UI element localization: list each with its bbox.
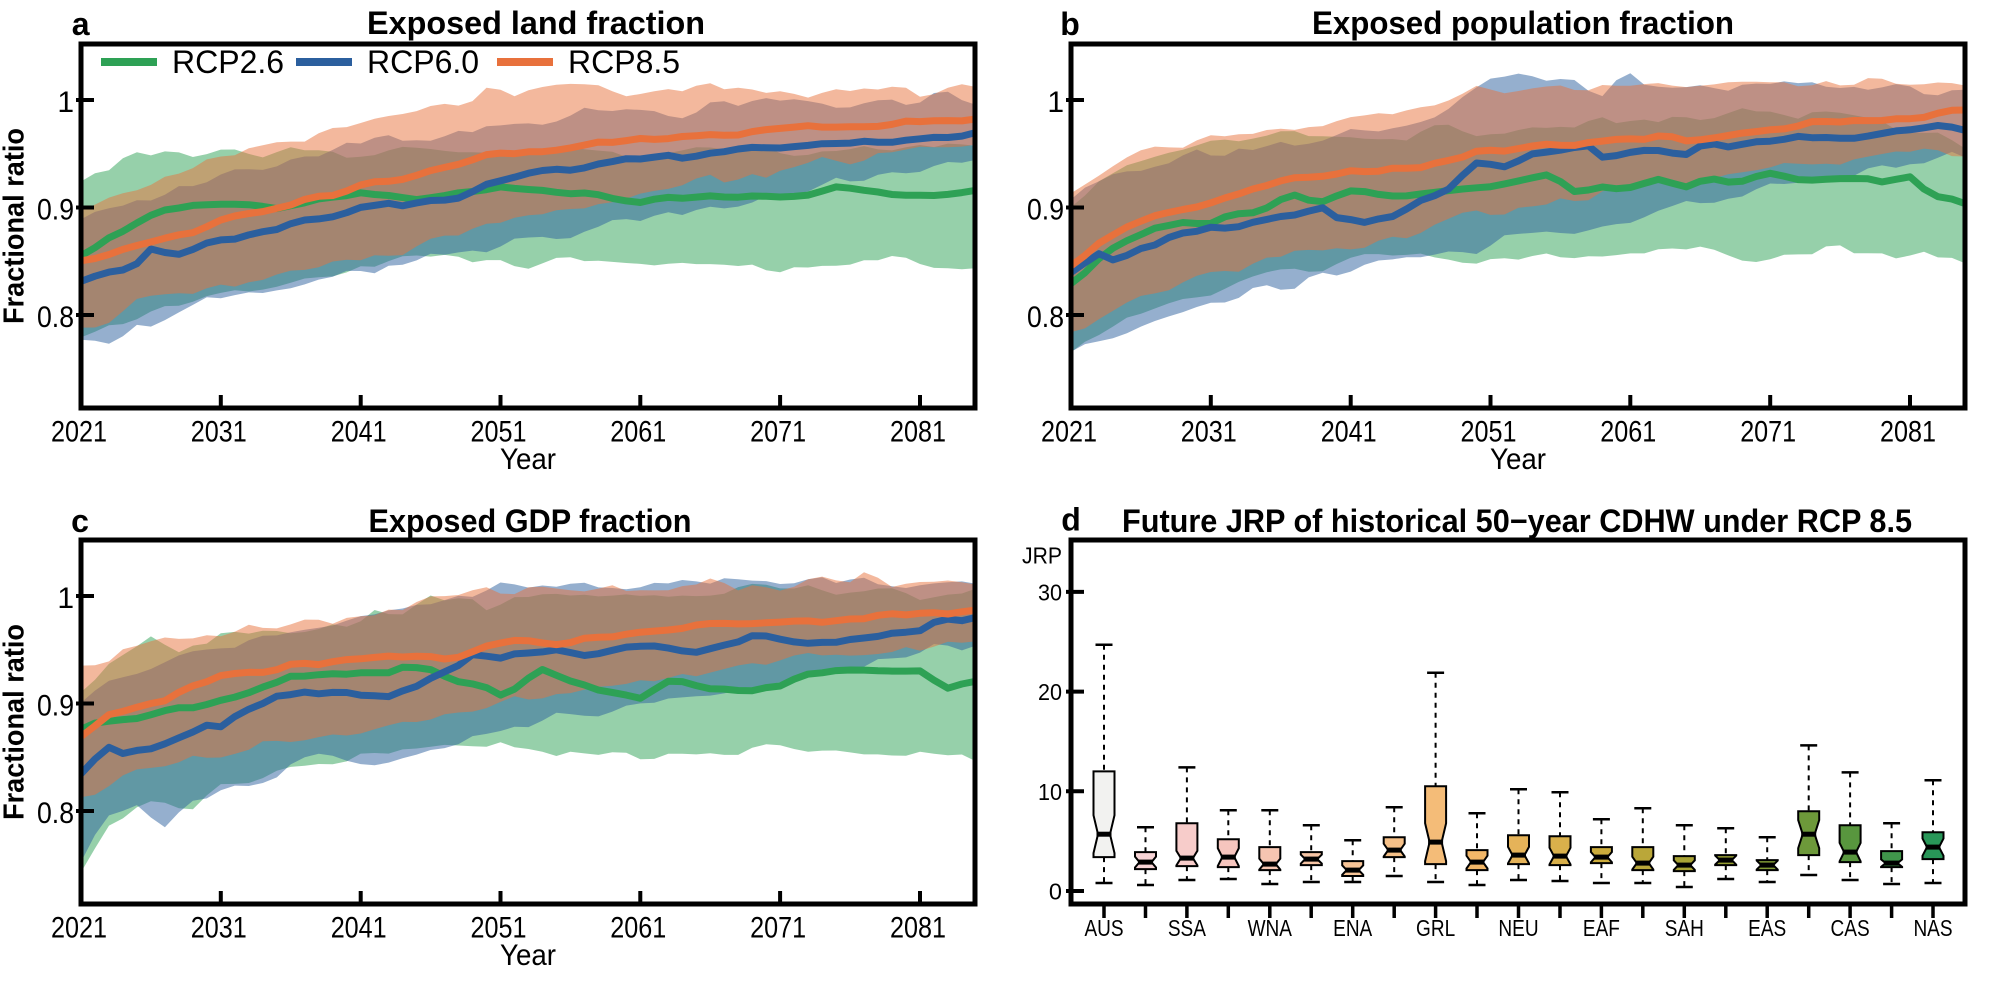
- svg-text:RCP8.5: RCP8.5: [568, 44, 680, 80]
- svg-text:Fractional ratio: Fractional ratio: [0, 128, 31, 324]
- svg-text:NEU: NEU: [1498, 915, 1538, 941]
- svg-text:Exposed population fraction: Exposed population fraction: [1312, 5, 1734, 41]
- svg-text:2061: 2061: [610, 416, 666, 449]
- svg-text:2081: 2081: [890, 912, 946, 945]
- svg-text:RCP6.0: RCP6.0: [367, 44, 479, 80]
- svg-text:RCP2.6: RCP2.6: [172, 44, 284, 80]
- svg-text:0.9: 0.9: [37, 690, 74, 723]
- svg-text:2081: 2081: [1880, 416, 1936, 449]
- svg-text:GRL: GRL: [1416, 915, 1455, 941]
- svg-text:2071: 2071: [1740, 416, 1796, 449]
- svg-text:EAF: EAF: [1583, 915, 1620, 941]
- svg-text:d: d: [1061, 502, 1081, 538]
- svg-text:2041: 2041: [1321, 416, 1377, 449]
- svg-text:2021: 2021: [51, 912, 107, 945]
- svg-text:2081: 2081: [890, 416, 946, 449]
- svg-text:2021: 2021: [51, 416, 107, 449]
- svg-text:2061: 2061: [610, 912, 666, 945]
- svg-text:Year: Year: [500, 443, 556, 476]
- svg-text:2071: 2071: [750, 416, 806, 449]
- svg-text:SAH: SAH: [1665, 915, 1704, 941]
- svg-text:EAS: EAS: [1748, 915, 1786, 941]
- svg-text:30: 30: [1038, 579, 1062, 605]
- svg-text:2041: 2041: [331, 912, 387, 945]
- svg-text:Year: Year: [500, 939, 556, 972]
- svg-text:NAS: NAS: [1913, 915, 1952, 941]
- svg-text:2031: 2031: [1181, 416, 1237, 449]
- svg-text:0.9: 0.9: [37, 194, 74, 227]
- svg-text:JRP: JRP: [1022, 543, 1062, 569]
- svg-text:c: c: [71, 503, 89, 539]
- svg-text:ENA: ENA: [1333, 915, 1372, 941]
- svg-text:Exposed land fraction: Exposed land fraction: [367, 5, 705, 41]
- svg-text:a: a: [72, 6, 90, 42]
- svg-text:2051: 2051: [471, 912, 527, 945]
- svg-text:2021: 2021: [1041, 416, 1097, 449]
- svg-text:2051: 2051: [471, 416, 527, 449]
- svg-text:2031: 2031: [191, 416, 247, 449]
- svg-text:0.9: 0.9: [1027, 194, 1064, 227]
- svg-text:Fractional ratio: Fractional ratio: [0, 624, 31, 820]
- svg-text:0.8: 0.8: [37, 797, 74, 830]
- svg-text:CAS: CAS: [1831, 915, 1870, 941]
- svg-text:AUS: AUS: [1084, 915, 1123, 941]
- svg-text:2031: 2031: [191, 912, 247, 945]
- svg-text:WNA: WNA: [1248, 915, 1293, 941]
- svg-text:Exposed GDP fraction: Exposed GDP fraction: [369, 503, 692, 539]
- svg-text:20: 20: [1038, 679, 1062, 705]
- svg-text:1: 1: [57, 86, 74, 119]
- svg-text:1: 1: [57, 582, 74, 615]
- svg-text:Future JRP of historical 50−ye: Future JRP of historical 50−year CDHW un…: [1122, 503, 1912, 539]
- svg-text:2041: 2041: [331, 416, 387, 449]
- svg-text:0.8: 0.8: [1027, 301, 1064, 334]
- svg-text:10: 10: [1038, 779, 1062, 805]
- svg-text:Year: Year: [1490, 443, 1546, 476]
- svg-text:0: 0: [1049, 879, 1062, 905]
- svg-text:2061: 2061: [1600, 416, 1656, 449]
- svg-text:0.8: 0.8: [37, 301, 74, 334]
- svg-text:1: 1: [1047, 86, 1064, 119]
- svg-text:2071: 2071: [750, 912, 806, 945]
- svg-text:b: b: [1060, 6, 1080, 42]
- svg-text:2051: 2051: [1461, 416, 1517, 449]
- svg-text:SSA: SSA: [1168, 915, 1206, 941]
